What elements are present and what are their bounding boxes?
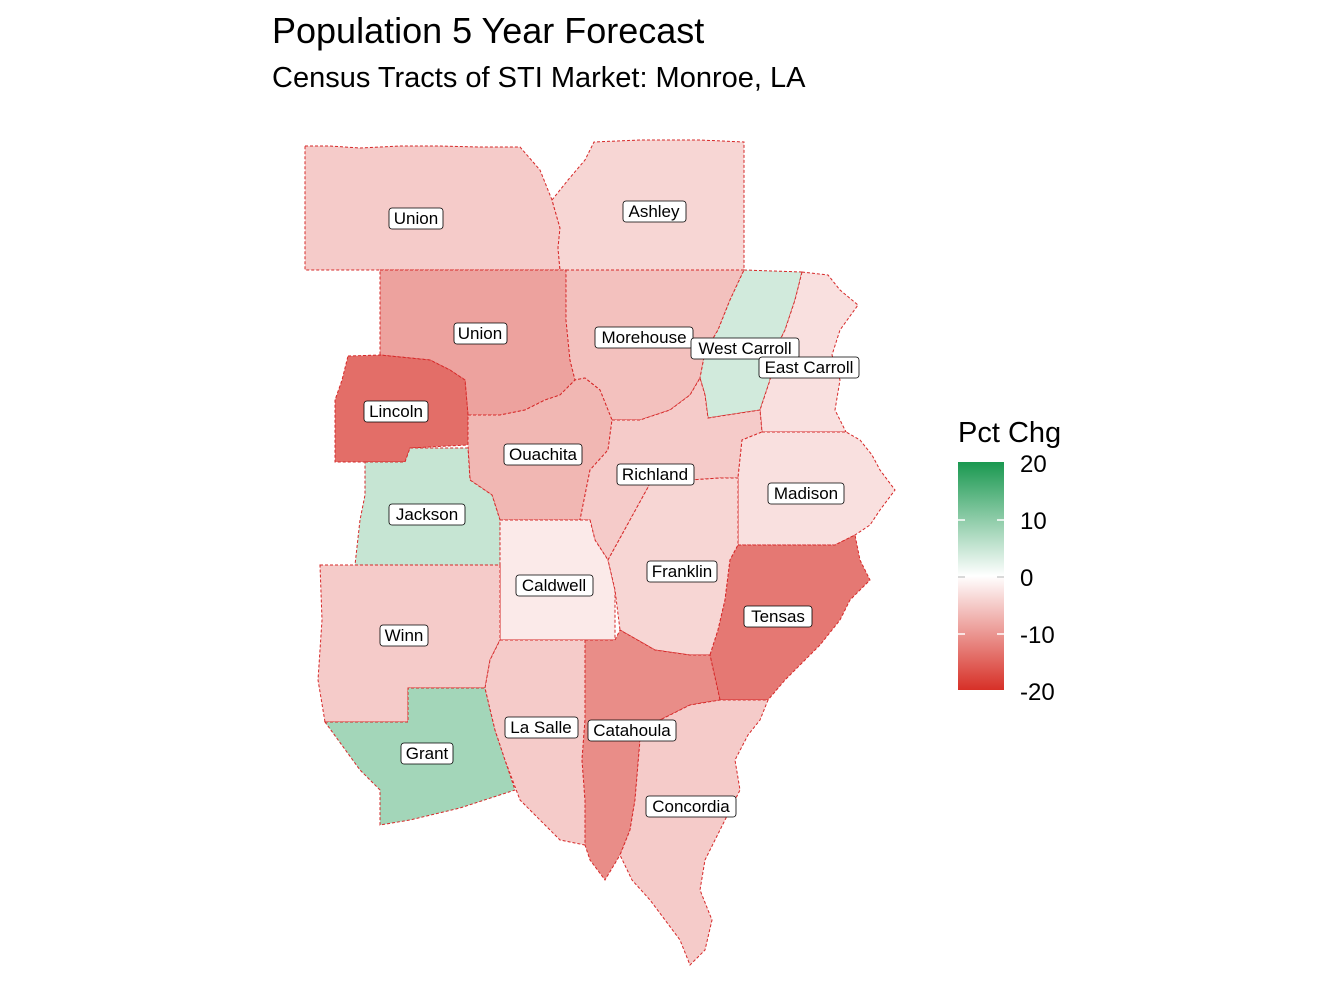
county-label[interactable]: La Salle bbox=[504, 716, 579, 739]
county-label[interactable]: West Carroll bbox=[690, 337, 800, 360]
county-shape[interactable] bbox=[484, 639, 586, 846]
county-labels: Union Ashley Union Morehouse West Carrol… bbox=[363, 200, 860, 818]
county-shapes bbox=[304, 139, 896, 966]
county-label-text: Tensas bbox=[751, 607, 805, 626]
county-label-text: Richland bbox=[622, 465, 688, 484]
county-label-text: Lincoln bbox=[369, 402, 423, 421]
county-label-text: Ouachita bbox=[509, 445, 578, 464]
county-label-text: Catahoula bbox=[593, 721, 671, 740]
county-label[interactable]: Winn bbox=[379, 624, 429, 647]
county-label[interactable]: Richland bbox=[616, 463, 695, 486]
county-label[interactable]: Tensas bbox=[743, 605, 813, 628]
county-label-text: Caldwell bbox=[522, 576, 586, 595]
county-label[interactable]: Morehouse bbox=[594, 326, 694, 349]
county-label-text: Union bbox=[394, 209, 438, 228]
county-label[interactable]: Concordia bbox=[645, 795, 737, 818]
county-label[interactable]: Grant bbox=[400, 742, 454, 765]
county-label-text: East Carroll bbox=[765, 358, 854, 377]
county-label-text: Ashley bbox=[628, 202, 680, 221]
legend-tick: 20 bbox=[1020, 451, 1047, 478]
county-label-text: Morehouse bbox=[601, 328, 686, 347]
county-label-text: West Carroll bbox=[698, 339, 791, 358]
legend-tick: 0 bbox=[1020, 565, 1033, 592]
county-label[interactable]: Union bbox=[453, 322, 508, 345]
county-label[interactable]: Union bbox=[388, 207, 444, 230]
county-label-text: Jackson bbox=[396, 505, 458, 524]
county-label[interactable]: Ouachita bbox=[503, 443, 583, 466]
county-label[interactable]: Jackson bbox=[388, 503, 466, 526]
county-label-text: Grant bbox=[406, 744, 449, 763]
county-label[interactable]: Catahoula bbox=[587, 719, 677, 742]
map-subtitle: Census Tracts of STI Market: Monroe, LA bbox=[272, 62, 806, 94]
legend-tick: 10 bbox=[1020, 508, 1047, 535]
map-title: Population 5 Year Forecast bbox=[272, 10, 705, 51]
county-label-text: Concordia bbox=[652, 797, 730, 816]
legend-tick: -10 bbox=[1020, 622, 1055, 649]
county-label[interactable]: Caldwell bbox=[515, 574, 594, 597]
county-label[interactable]: Lincoln bbox=[363, 400, 429, 423]
county-label[interactable]: East Carroll bbox=[758, 356, 860, 379]
county-label[interactable]: Madison bbox=[767, 482, 845, 505]
county-label-text: Winn bbox=[385, 626, 424, 645]
legend-title: Pct Chg bbox=[958, 417, 1061, 449]
county-label-text: Madison bbox=[774, 484, 838, 503]
county-label[interactable]: Ashley bbox=[622, 200, 687, 223]
county-label[interactable]: Franklin bbox=[646, 560, 718, 583]
county-label-text: Franklin bbox=[652, 562, 712, 581]
county-label-text: Union bbox=[458, 324, 502, 343]
county-shape[interactable] bbox=[619, 699, 769, 966]
county-label-text: La Salle bbox=[510, 718, 571, 737]
legend-colorbar bbox=[958, 462, 1004, 690]
legend: Pct Chg 20 10 0 -10 -20 bbox=[958, 417, 1061, 706]
legend-tick: -20 bbox=[1020, 679, 1055, 706]
